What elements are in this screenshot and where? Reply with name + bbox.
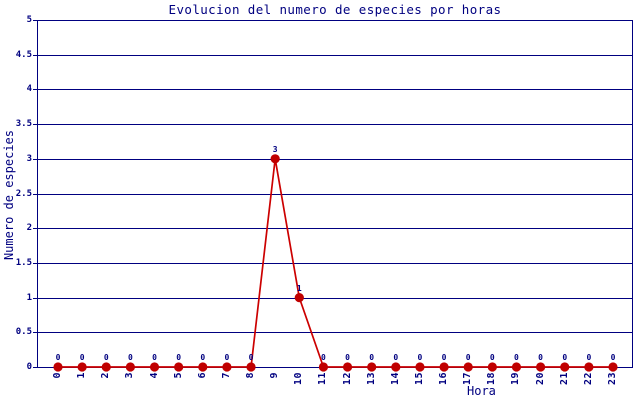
gridline bbox=[37, 332, 632, 333]
point-value-label: 0 bbox=[79, 353, 85, 362]
gridline bbox=[37, 194, 632, 195]
point-value-label: 0 bbox=[465, 353, 471, 362]
point-value-label: 0 bbox=[441, 353, 447, 362]
y-tick-label: 5 bbox=[26, 15, 32, 25]
data-point bbox=[391, 362, 401, 372]
point-value-label: 0 bbox=[369, 353, 375, 362]
data-line bbox=[58, 158, 613, 368]
point-value-label: 0 bbox=[200, 353, 206, 362]
y-tick-label: 1.5 bbox=[15, 258, 32, 268]
y-tick-mark bbox=[33, 159, 37, 160]
y-tick-mark bbox=[33, 194, 37, 195]
y-tick-label: 2 bbox=[26, 223, 32, 233]
point-value-label: 3 bbox=[272, 144, 278, 154]
point-value-label: 0 bbox=[610, 353, 616, 362]
data-point bbox=[415, 362, 425, 372]
data-point bbox=[125, 362, 135, 372]
data-point bbox=[149, 362, 160, 372]
point-value-label: 0 bbox=[321, 353, 326, 362]
point-value-label: 1 bbox=[296, 283, 302, 293]
point-value-label: 0 bbox=[248, 353, 254, 362]
data-point bbox=[270, 154, 280, 164]
point-value-label: 0 bbox=[127, 353, 133, 362]
data-point bbox=[560, 362, 570, 372]
y-tick-mark bbox=[33, 367, 37, 368]
point-value-label: 0 bbox=[586, 353, 592, 362]
data-point bbox=[101, 362, 111, 372]
data-point bbox=[198, 362, 208, 372]
data-point bbox=[246, 362, 256, 372]
gridline bbox=[37, 55, 632, 56]
y-tick-label: 4.5 bbox=[15, 50, 32, 60]
data-point bbox=[536, 362, 546, 372]
point-value-label: 0 bbox=[176, 353, 182, 362]
y-tick-label: 2.5 bbox=[15, 189, 32, 199]
data-point bbox=[463, 362, 473, 372]
point-value-label: 0 bbox=[345, 353, 350, 362]
point-value-label: 0 bbox=[152, 353, 157, 362]
y-tick-mark bbox=[33, 89, 37, 90]
data-point bbox=[174, 362, 184, 372]
point-value-label: 0 bbox=[417, 353, 423, 362]
gridline bbox=[37, 298, 632, 299]
point-value-label: 0 bbox=[538, 353, 543, 362]
data-point bbox=[77, 362, 87, 372]
chart-title: Evolucion del numero de especies por hor… bbox=[168, 2, 502, 17]
point-value-label: 0 bbox=[55, 353, 61, 362]
data-point bbox=[367, 362, 377, 372]
data-point bbox=[53, 362, 63, 372]
point-value-label: 0 bbox=[393, 353, 399, 362]
y-tick-mark bbox=[33, 55, 37, 56]
gridline bbox=[37, 89, 632, 90]
data-point bbox=[439, 362, 449, 372]
y-tick-mark bbox=[33, 332, 37, 333]
point-value-label: 0 bbox=[489, 353, 495, 362]
y-tick-mark bbox=[33, 20, 37, 21]
y-tick-label: 0 bbox=[26, 362, 32, 372]
data-point bbox=[318, 362, 329, 372]
y-tick-label: 1 bbox=[26, 293, 32, 303]
y-tick-mark bbox=[33, 124, 37, 125]
gridline bbox=[37, 228, 632, 229]
y-tick-label: 0.5 bbox=[15, 327, 32, 337]
data-point bbox=[294, 293, 304, 303]
data-point bbox=[487, 362, 497, 372]
point-value-label: 0 bbox=[562, 353, 568, 362]
gridline bbox=[37, 124, 632, 125]
gridline bbox=[37, 263, 632, 264]
point-value-label: 0 bbox=[514, 353, 519, 362]
data-point bbox=[222, 362, 232, 372]
gridline bbox=[37, 159, 632, 160]
data-point bbox=[342, 362, 353, 372]
y-tick-label: 4 bbox=[26, 84, 32, 94]
point-value-label: 0 bbox=[103, 353, 109, 362]
y-tick-label: 3.5 bbox=[15, 119, 32, 129]
data-point bbox=[608, 362, 618, 372]
y-tick-label: 3 bbox=[26, 154, 32, 164]
y-tick-mark bbox=[33, 228, 37, 229]
x-axis-label: Hora bbox=[467, 384, 496, 398]
y-tick-mark bbox=[33, 298, 37, 299]
data-point bbox=[511, 362, 522, 372]
point-value-label: 0 bbox=[224, 353, 230, 362]
y-tick-mark bbox=[33, 263, 37, 264]
data-point bbox=[584, 362, 594, 372]
